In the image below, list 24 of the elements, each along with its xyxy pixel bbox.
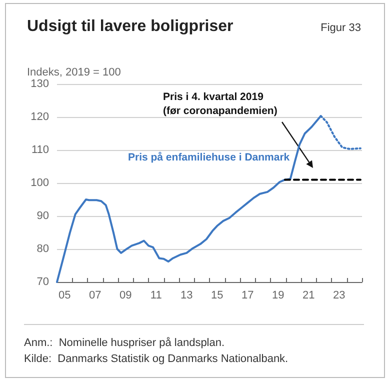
y-tick-label: 130 (30, 78, 49, 90)
y-tick-label: 80 (36, 243, 49, 255)
x-tick-label: 15 (211, 290, 224, 302)
y-tick-label: 110 (31, 144, 49, 156)
series-label: Pris på enfamiliehuse i Danmark (128, 152, 290, 164)
x-tick-label: 11 (150, 290, 162, 302)
x-tick-label: 23 (333, 290, 346, 302)
y-axis-title: Indeks, 2019 = 100 (27, 66, 121, 78)
x-tick-label: 21 (302, 290, 315, 302)
y-tick-label: 70 (36, 276, 49, 288)
text: Kilde: Danmarks Statistik og Danmarks Nationalbank. (24, 352, 288, 367)
y-tick-label: 100 (30, 177, 49, 189)
x-tick-label: 05 (58, 290, 71, 302)
chart-title: Udsigt til lavere boligpriser (27, 18, 234, 36)
x-tick-label: 17 (242, 290, 254, 302)
annotation: Pris i 4. kvartal 2019 (før coronapandemien) (163, 91, 278, 117)
x-tick-label: 19 (272, 290, 284, 302)
x-tick-label: 13 (180, 290, 193, 302)
text: Figur 33 (320, 22, 361, 34)
text: Anm.: Nominelle huspriser på landsplan. (24, 336, 226, 351)
x-tick-label: 09 (120, 290, 132, 302)
y-tick-label: 90 (36, 210, 49, 222)
y-tick-label: 120 (30, 111, 49, 123)
x-tick-label: 07 (89, 290, 102, 302)
